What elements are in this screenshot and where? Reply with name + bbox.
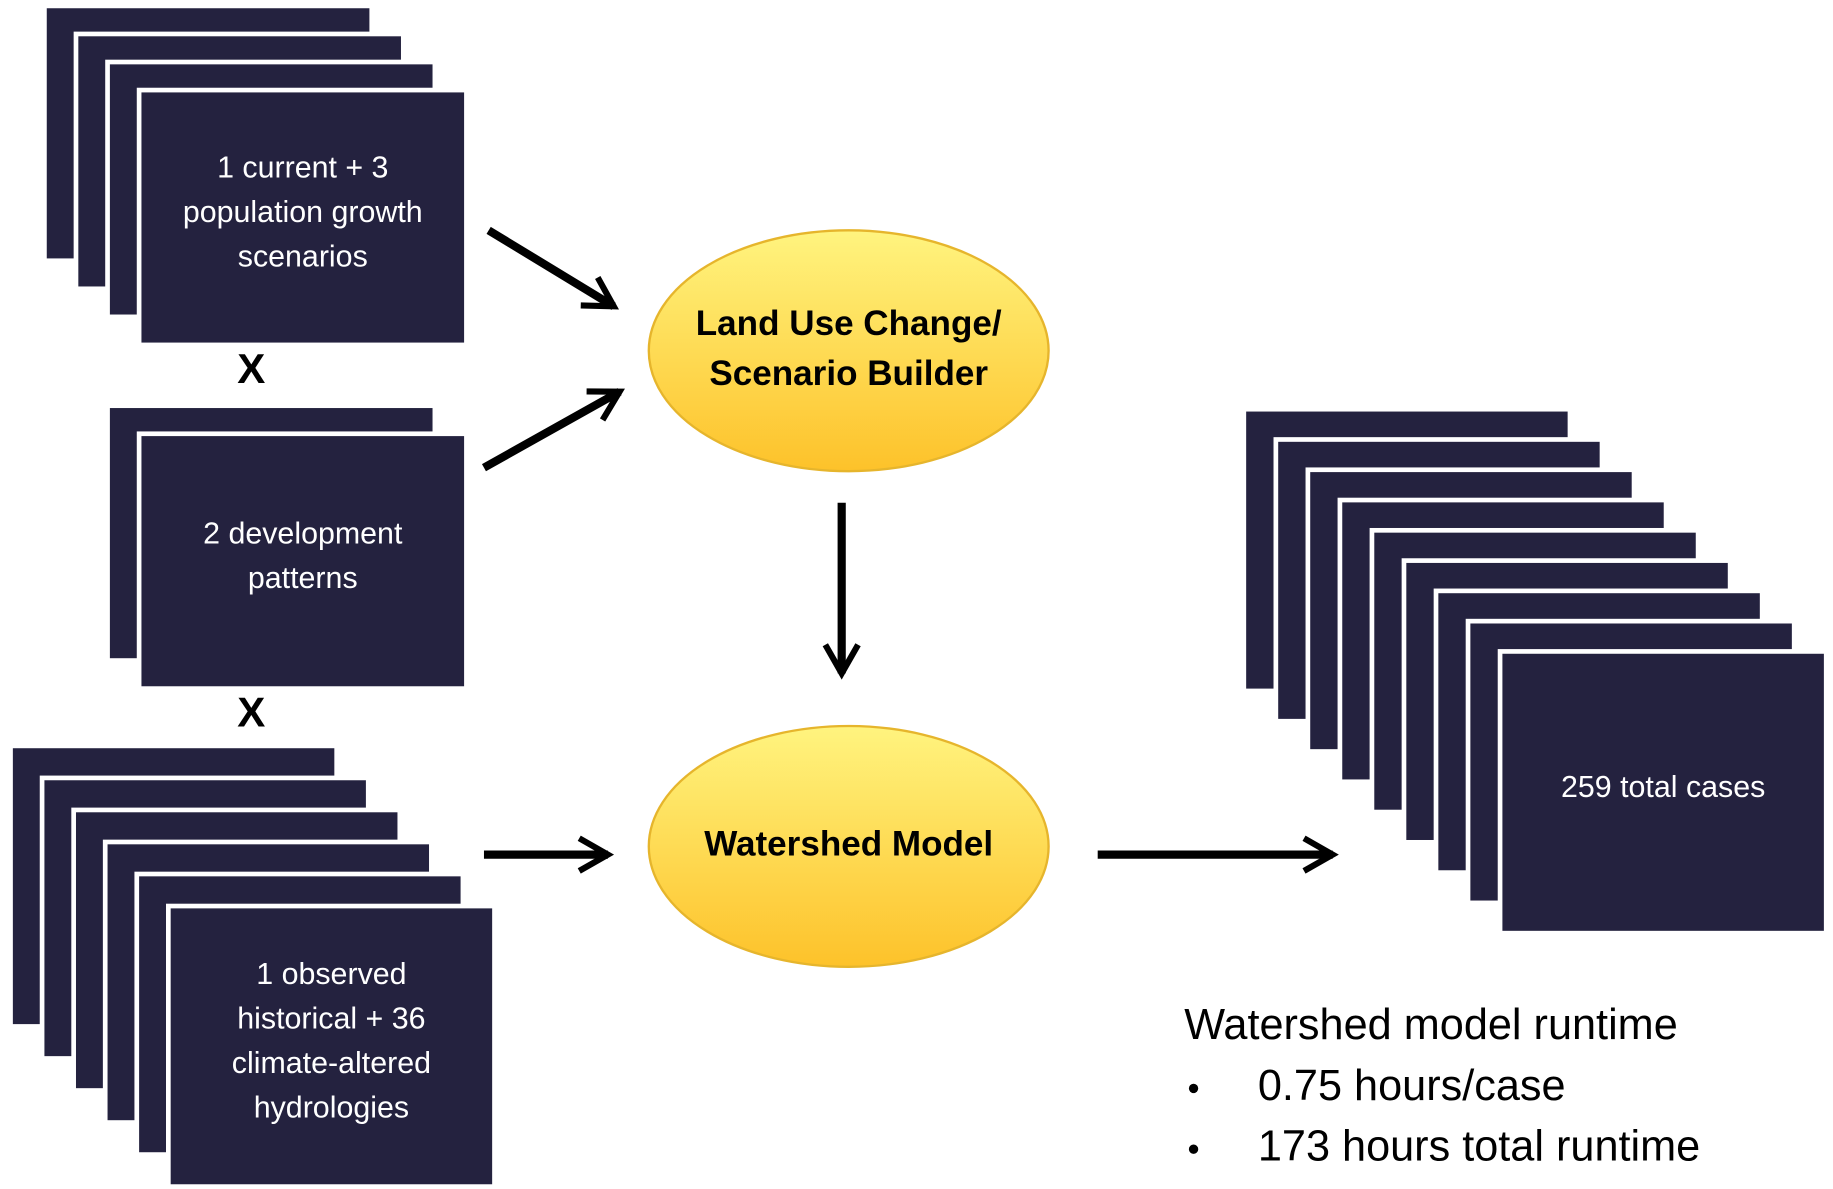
bullet — [1188, 1144, 1199, 1154]
stack-label: climate-altered — [232, 1046, 431, 1080]
stack-card — [1497, 649, 1829, 936]
runtime-item: 0.75 hours/case — [1258, 1062, 1566, 1110]
stack-card — [136, 87, 469, 348]
node — [647, 724, 1050, 968]
runtime-title: Watershed model runtime — [1184, 1001, 1678, 1049]
stack-label: population growth — [183, 195, 423, 229]
node — [647, 229, 1050, 473]
arrows — [481, 226, 1339, 874]
node-label: Scenario Builder — [709, 354, 988, 393]
stack-label: patterns — [248, 561, 358, 595]
stack: 259 total cases — [1241, 406, 1829, 936]
stack-label: historical + 36 — [237, 1002, 425, 1036]
stack: 2 development patterns — [105, 403, 469, 691]
arrow — [486, 226, 620, 310]
stack-label: 2 development — [203, 516, 403, 550]
runtime-item: 173 hours total runtime — [1258, 1123, 1700, 1171]
stack-card — [136, 431, 469, 691]
stack-label: 1 observed — [256, 957, 406, 991]
stack: 1 current + 3 population growth scenarios — [42, 3, 469, 348]
arrow — [481, 388, 625, 472]
stack-label: 259 total cases — [1561, 770, 1765, 804]
operator: X — [237, 689, 265, 736]
stack-label: 1 current + 3 — [217, 151, 388, 185]
bullet — [1188, 1083, 1199, 1094]
stack-label: scenarios — [238, 239, 368, 273]
stack-label: hydrologies — [254, 1090, 409, 1124]
node-label: Watershed Model — [704, 825, 993, 864]
stack: 1 observed historical + 36 climate-altered… — [8, 743, 497, 1189]
operator: X — [237, 345, 265, 392]
stack-card — [165, 903, 497, 1189]
node-label: Land Use Change/ — [696, 304, 1002, 343]
